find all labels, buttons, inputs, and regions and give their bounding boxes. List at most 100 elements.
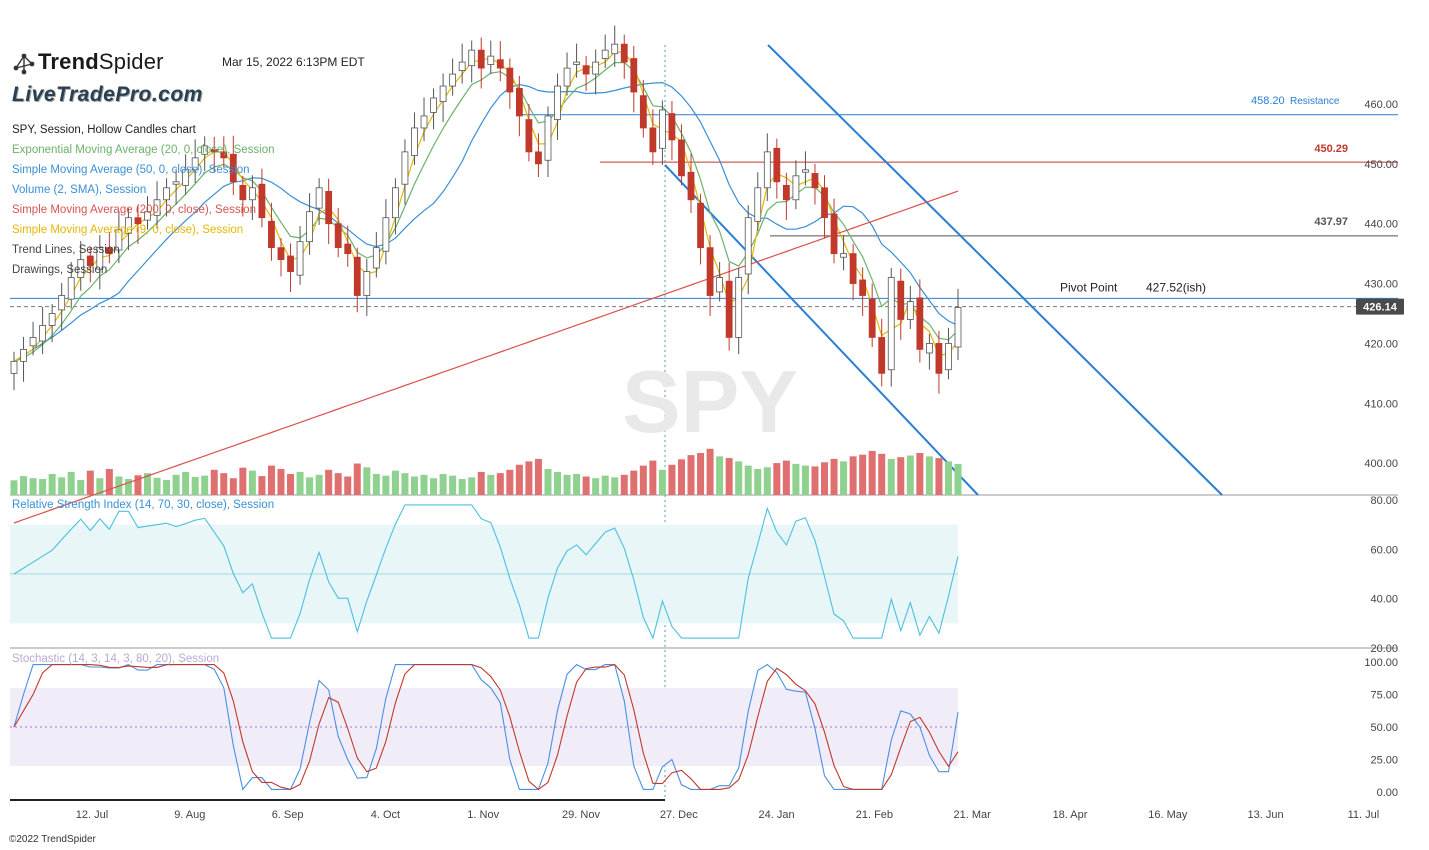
volume-bar	[735, 461, 743, 495]
volume-bar	[620, 474, 628, 495]
volume-bar	[716, 456, 724, 495]
volume-bar	[306, 477, 314, 495]
volume-bar	[563, 474, 571, 495]
x-axis-label: 27. Dec	[660, 809, 698, 821]
candle-body	[916, 297, 924, 350]
candle-body	[687, 171, 695, 201]
level-437-label: 437.97	[1314, 216, 1348, 228]
candle-body	[125, 217, 132, 234]
candle-body	[277, 247, 285, 261]
legend-item-drawings[interactable]: Drawings, Session	[12, 264, 108, 276]
volume-bar	[534, 458, 542, 495]
volume-bar	[668, 464, 676, 495]
candle-body	[811, 173, 819, 189]
volume-bar	[439, 474, 447, 495]
resistance-price-label: 458.20	[1251, 95, 1285, 107]
candle-body	[563, 67, 571, 87]
volume-bar	[916, 453, 924, 495]
volume-bar	[391, 470, 399, 495]
watermark-symbol-text: SPY	[622, 352, 798, 451]
candle-body	[954, 307, 962, 348]
candle-body	[630, 58, 638, 93]
volume-bar	[725, 458, 733, 495]
candle-body	[439, 85, 447, 103]
volume-bar	[287, 474, 295, 495]
volume-bar	[296, 471, 304, 495]
candle-body	[372, 247, 380, 269]
volume-bar	[315, 474, 323, 495]
trend-line-lower	[664, 164, 979, 496]
price-tick-label: 410.00	[1364, 398, 1398, 410]
volume-bar	[372, 474, 380, 495]
candle-body	[573, 61, 580, 65]
volume-bar	[544, 468, 552, 495]
legend-item-volume[interactable]: Volume (2, SMA), Session	[12, 184, 147, 196]
volume-layer	[10, 448, 962, 495]
candle-body	[506, 67, 514, 93]
trendspider-logo-icon	[13, 53, 35, 75]
stoch-tick-label: 100.00	[1364, 657, 1398, 669]
candle-body	[458, 61, 466, 71]
candle-body	[925, 342, 933, 354]
x-axis-label: 24. Jan	[759, 809, 795, 821]
ema20-line	[13, 61, 959, 362]
candle-body	[392, 187, 399, 219]
candle-body	[945, 342, 952, 371]
candle-body	[735, 277, 743, 338]
volume-bar	[105, 468, 113, 495]
candle-body	[334, 223, 342, 249]
candle-body	[744, 217, 752, 275]
candle-body	[830, 213, 838, 255]
legend-item-chart[interactable]: SPY, Session, Hollow Candles chart	[12, 124, 196, 136]
candle-body	[39, 325, 47, 342]
candle-body	[96, 247, 104, 270]
watermark-symbol: SPY	[622, 352, 798, 451]
candle-body	[77, 259, 85, 278]
rsi-tick-label: 20.00	[1370, 643, 1398, 655]
x-axis-label: 29. Nov	[562, 809, 600, 821]
volume-bar	[334, 473, 342, 495]
rsi-tick-label: 40.00	[1370, 594, 1398, 606]
x-axis-label: 6. Sep	[272, 809, 304, 821]
candle-body	[363, 271, 371, 296]
volume-bar	[143, 473, 151, 495]
stoch-panel-label[interactable]: Stochastic (14, 3, 14, 3, 80, 20), Sessi…	[12, 653, 220, 665]
volume-bar	[887, 458, 895, 495]
pivot-point-label: Pivot Point	[1060, 280, 1118, 294]
x-axis-label: 9. Aug	[174, 809, 205, 821]
volume-bar	[191, 476, 199, 495]
candle-body	[306, 211, 313, 243]
legend-item-sma9[interactable]: Simple Moving Average (9, 0, close), Ses…	[12, 224, 244, 236]
volume-bar	[554, 471, 562, 495]
volume-bar	[935, 458, 943, 495]
candle-body	[315, 187, 323, 209]
volume-bar	[515, 464, 523, 495]
candle-body	[201, 145, 209, 155]
price-tick-label: 430.00	[1364, 279, 1398, 291]
volume-bar	[496, 473, 504, 495]
candle-body	[48, 313, 56, 326]
volume-bar	[363, 467, 371, 495]
trendspider-logo: TrendSpider	[10, 48, 164, 76]
volume-bar	[773, 463, 781, 495]
candle-body	[592, 61, 600, 75]
stoch-tick-label: 25.00	[1370, 755, 1398, 767]
candle-body	[191, 157, 199, 171]
volume-bar	[163, 479, 171, 495]
legend-item-sma200[interactable]: Simple Moving Average (200, 0, close), S…	[12, 204, 256, 216]
candle-body	[229, 153, 237, 183]
rsi-panel-label[interactable]: Relative Strength Index (14, 70, 30, clo…	[12, 499, 275, 511]
price-tick-label: 420.00	[1364, 338, 1398, 350]
axis-labels-layer: 460.00 450.00 440.00 430.00 420.00 410.00 400.…	[76, 99, 1404, 821]
volume-bar	[477, 471, 485, 495]
legend-item-ema20[interactable]: Exponential Moving Average (20, 0, close…	[12, 144, 275, 156]
sma50-line	[13, 81, 959, 362]
volume-bar	[382, 475, 390, 495]
volume-bar	[420, 474, 428, 495]
volume-bar	[229, 478, 237, 495]
candle-body	[144, 211, 151, 221]
volume-bar	[592, 478, 600, 495]
legend-item-sma50[interactable]: Simple Moving Average (50, 0, close), Se…	[12, 164, 250, 176]
legend-item-trend-lines[interactable]: Trend Lines, Session	[12, 244, 120, 256]
